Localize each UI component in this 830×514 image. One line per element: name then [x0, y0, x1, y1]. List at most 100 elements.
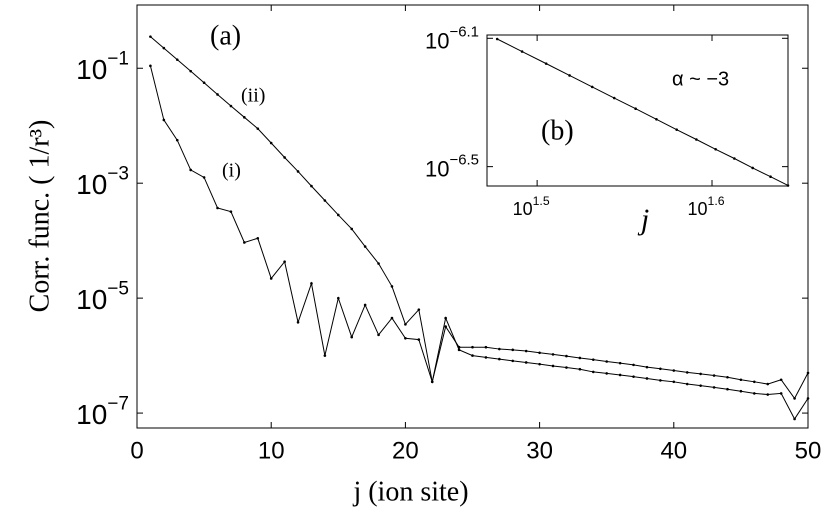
point	[590, 85, 594, 89]
tick-label: 10−6.5	[425, 152, 479, 182]
point	[175, 58, 179, 61]
x-tick-label: 10	[258, 437, 285, 464]
point	[769, 175, 772, 178]
series-line	[149, 65, 809, 420]
point	[634, 107, 637, 110]
x-axis-label: j	[637, 203, 649, 236]
point	[632, 375, 635, 378]
tick-label: 10−1	[76, 49, 129, 86]
point	[645, 377, 649, 380]
point	[699, 384, 702, 387]
point	[605, 372, 608, 375]
point	[712, 386, 716, 389]
point	[310, 282, 313, 285]
point	[655, 117, 658, 121]
x-axis-label: j (ion site)	[352, 476, 468, 507]
point	[243, 241, 246, 244]
point	[733, 157, 736, 160]
point	[444, 316, 447, 320]
point	[739, 378, 743, 382]
point	[786, 184, 790, 187]
annotation: (a)	[210, 20, 241, 51]
point	[659, 379, 662, 382]
point	[685, 382, 689, 386]
point	[337, 213, 340, 217]
point	[216, 206, 219, 210]
tick-label: 10−6.1	[425, 23, 479, 53]
point	[484, 345, 488, 349]
point	[162, 118, 166, 122]
point	[793, 417, 796, 421]
series-label: (i)	[222, 160, 241, 182]
point	[363, 303, 367, 307]
point	[390, 285, 394, 288]
tick-label: 10−5	[76, 279, 129, 316]
point	[695, 138, 698, 141]
point	[806, 397, 810, 400]
point	[377, 333, 380, 337]
point	[714, 147, 717, 151]
point	[551, 364, 555, 368]
point	[659, 367, 662, 371]
point	[417, 308, 421, 311]
point	[471, 354, 474, 357]
point	[175, 138, 179, 142]
point	[495, 37, 499, 41]
point	[672, 369, 676, 372]
point	[538, 351, 541, 355]
point	[544, 62, 548, 65]
series-label: (ii)	[241, 85, 265, 107]
point	[675, 128, 678, 131]
point	[202, 176, 206, 179]
point	[162, 46, 166, 50]
point	[739, 389, 743, 393]
point	[243, 116, 246, 119]
point	[229, 210, 233, 213]
point	[793, 397, 796, 400]
point	[149, 35, 152, 38]
tick-label: 10−7	[76, 394, 129, 431]
point	[350, 335, 354, 339]
point	[498, 347, 501, 351]
point	[605, 360, 608, 363]
point	[618, 361, 622, 365]
point	[417, 338, 421, 341]
point	[632, 363, 635, 367]
point	[337, 296, 340, 300]
point	[484, 356, 488, 359]
point	[296, 170, 300, 173]
point	[310, 184, 313, 188]
x-tick-label: 0	[130, 437, 143, 464]
point	[712, 374, 716, 377]
series-line	[150, 36, 809, 400]
point	[404, 337, 407, 340]
point	[229, 104, 233, 108]
x-tick-label: 50	[795, 437, 822, 464]
point	[766, 393, 770, 396]
point	[751, 166, 754, 170]
point	[806, 371, 810, 375]
point	[256, 127, 260, 130]
point	[565, 354, 568, 358]
annotation: (b)	[541, 115, 574, 146]
point	[457, 345, 461, 349]
point	[726, 387, 729, 391]
point	[779, 392, 783, 395]
x-tick-label: 30	[526, 437, 553, 464]
tick-label: 10−3	[76, 164, 129, 201]
point	[753, 380, 756, 384]
point	[779, 378, 783, 382]
point	[591, 358, 595, 361]
point	[753, 392, 756, 395]
tick-label: 101.6	[687, 194, 724, 219]
point	[591, 370, 595, 374]
point	[444, 325, 447, 328]
point	[269, 141, 273, 145]
point	[498, 357, 501, 361]
point	[256, 236, 260, 240]
point	[149, 64, 152, 68]
point	[524, 349, 528, 353]
point	[457, 348, 461, 352]
